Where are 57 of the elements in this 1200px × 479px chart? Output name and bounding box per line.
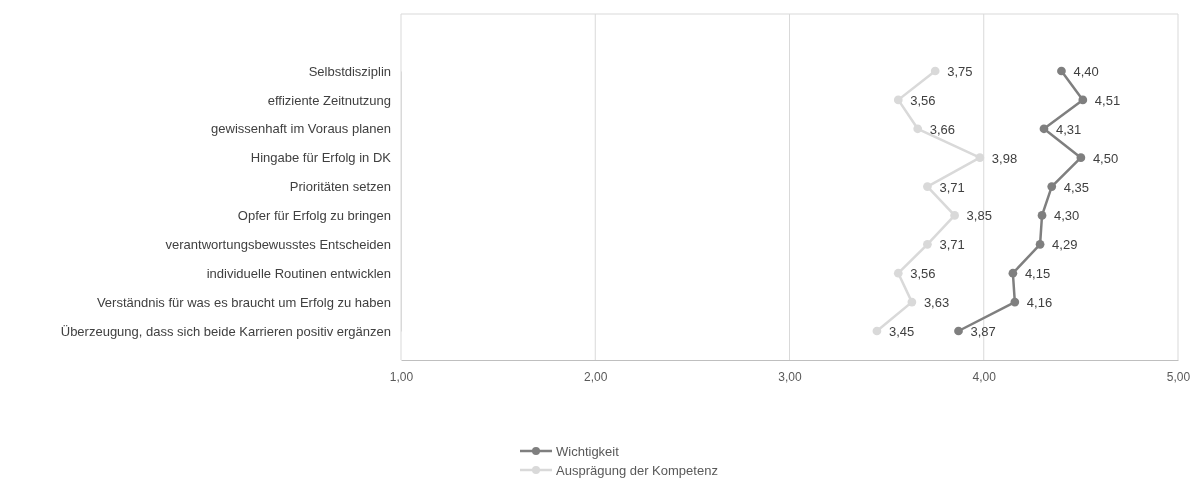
- data-label: 3,71: [939, 237, 965, 253]
- y-tick-label: Opfer für Erfolg zu bringen: [237, 208, 391, 224]
- y-tick-label: Prioritäten setzen: [289, 179, 391, 195]
- y-tick-label: effiziente Zeitnutzung: [267, 92, 391, 108]
- point: [1047, 182, 1057, 191]
- point: [923, 182, 932, 191]
- point: [1057, 66, 1066, 76]
- data-label: 4,29: [1052, 237, 1078, 253]
- point: [872, 326, 882, 336]
- point: [1010, 297, 1020, 307]
- data-label: 4,50: [1092, 150, 1119, 166]
- data-label: 3,75: [947, 64, 973, 79]
- data-label: 4,51: [1094, 92, 1121, 108]
- x-tick-label: 5,00: [1166, 369, 1191, 384]
- point: [1035, 239, 1045, 249]
- legend-label: Wichtigkeit: [556, 444, 620, 459]
- point: [893, 95, 903, 105]
- data-label: 3,85: [966, 208, 992, 224]
- data-label: 3,45: [888, 324, 915, 339]
- point: [907, 297, 917, 307]
- legend-label: Ausprägung der Kompetenz: [556, 463, 718, 478]
- point: [1039, 124, 1049, 134]
- y-tick-label: individuelle Routinen entwicklen: [206, 265, 391, 281]
- data-label: 3,56: [910, 92, 936, 108]
- y-tick-label: Selbstdisziplin: [308, 63, 391, 79]
- y-tick-label: Überzeugung, dass sich beide Karrieren positiv ergänzen: [60, 323, 391, 339]
- data-label: 4,30: [1054, 208, 1080, 224]
- x-tick-label: 2,00: [584, 369, 608, 384]
- point: [1008, 268, 1018, 278]
- data-label: 4,15: [1024, 266, 1051, 282]
- point: [954, 326, 963, 336]
- point: [1037, 211, 1047, 220]
- x-tick-label: 3,00: [778, 369, 802, 384]
- data-label: 3,71: [939, 179, 965, 195]
- y-tick-label: Hingabe für Erfolg in DK: [250, 150, 392, 166]
- y-tick-label: gewissenhaft im Voraus planen: [211, 121, 391, 137]
- data-label: 3,56: [910, 266, 936, 282]
- x-tick-label: 1,00: [389, 369, 414, 384]
- x-tick-label: 4,00: [972, 369, 997, 384]
- data-label: 4,40: [1073, 64, 1099, 79]
- point: [975, 153, 985, 163]
- data-label: 4,16: [1026, 295, 1053, 311]
- data-label: 3,63: [923, 295, 950, 311]
- point: [913, 124, 923, 134]
- data-label: 3,87: [970, 324, 996, 339]
- data-label: 3,66: [929, 121, 956, 137]
- point: [950, 211, 959, 220]
- point: [1076, 153, 1086, 163]
- data-label: 4,35: [1063, 179, 1090, 195]
- data-label: 3,98: [991, 150, 1018, 166]
- point: [893, 268, 903, 278]
- point: [930, 66, 940, 76]
- point: [923, 239, 932, 249]
- y-tick-label: Verständnis für was es braucht um Erfolg zu haben: [96, 294, 391, 310]
- data-label: 4,31: [1055, 121, 1082, 137]
- y-tick-label: verantwortungsbewusstes Entscheiden: [165, 236, 391, 252]
- point: [1078, 95, 1088, 105]
